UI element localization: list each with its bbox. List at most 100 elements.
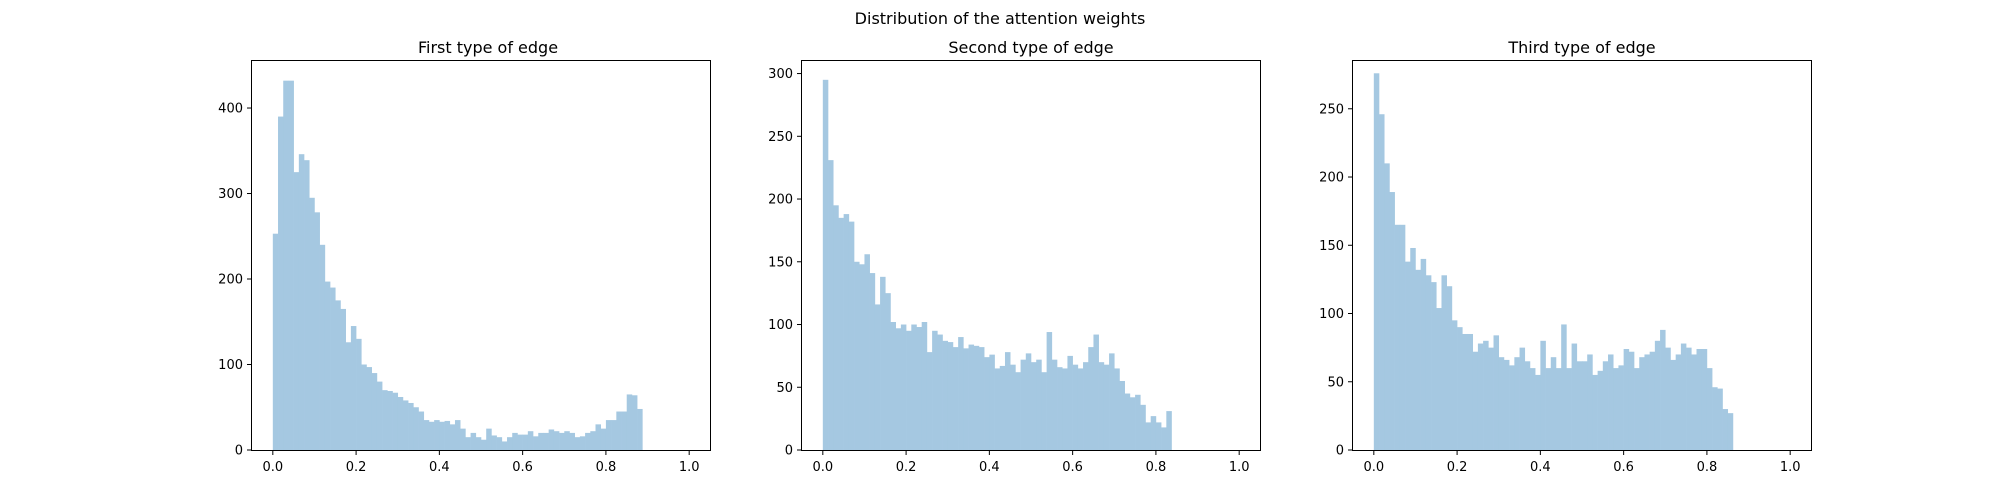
x-tick-label: 0.4 (1530, 460, 1551, 475)
histogram-bar (1161, 427, 1167, 450)
histogram-bar (1670, 359, 1676, 450)
histogram-bar (1654, 340, 1661, 450)
x-tick-label: 0.0 (1363, 460, 1384, 475)
histogram-bar (1717, 388, 1723, 450)
y-tick-label: 300 (768, 67, 793, 82)
histogram-bar (1062, 368, 1068, 450)
histogram-bar (1057, 367, 1063, 450)
histogram-bar (1077, 368, 1084, 450)
histogram-bar (1623, 348, 1630, 450)
y-tick-label: 300 (218, 187, 243, 202)
histogram-bar (512, 432, 518, 450)
histogram-bar (1067, 355, 1073, 450)
histogram-bar (538, 432, 544, 450)
histogram-bar (1477, 343, 1484, 450)
histogram-bar (611, 420, 617, 450)
histogram-bar (387, 391, 393, 450)
histogram-bar (1691, 354, 1697, 450)
histogram-bar (1436, 308, 1442, 450)
histogram-bar (1597, 370, 1604, 450)
histogram-bar (1010, 364, 1016, 450)
x-tick-label: 0.8 (1697, 460, 1718, 475)
histogram-bar (1649, 351, 1656, 450)
histogram-bar (605, 420, 612, 450)
histogram-bar (1373, 73, 1380, 450)
histogram-bar (900, 324, 907, 450)
histogram-bar (408, 402, 414, 450)
histogram-bar (574, 437, 581, 450)
y-tick-label: 400 (218, 102, 243, 117)
subplot-third-type: Third type of edge 0.0 0.2 0.4 0.6 0.8 1.0 0 5… (1319, 38, 1812, 475)
histogram-bar (994, 368, 1001, 450)
histogram-bar (491, 435, 497, 450)
y-tick-label: 100 (768, 318, 793, 333)
x-tick-label: 0.0 (262, 460, 283, 475)
histogram-bar (439, 421, 445, 450)
x-tick-label: 0.0 (812, 460, 833, 475)
histogram-bar (1582, 361, 1588, 450)
histogram-bar (1119, 380, 1125, 450)
histogram-bar (1140, 404, 1146, 450)
histogram-bar (434, 420, 440, 450)
histogram-bar (454, 420, 461, 450)
histogram-bars (1373, 73, 1734, 451)
histogram-bar (1519, 347, 1526, 450)
histogram-bar (637, 408, 643, 450)
histogram-bar (1415, 269, 1421, 450)
histogram-bar (1613, 368, 1619, 450)
histogram-bar (1114, 368, 1120, 450)
histogram-bar (1420, 258, 1427, 450)
histogram-bar (423, 420, 430, 450)
histogram-bar (449, 424, 456, 450)
histogram-bar (1571, 343, 1578, 450)
histogram-bars (822, 79, 1172, 451)
histogram-bar (1394, 224, 1401, 450)
histogram-bar (304, 160, 310, 450)
histogram-bar (319, 244, 326, 450)
histogram-bar (1550, 357, 1557, 450)
histogram-bar (1051, 359, 1058, 450)
histogram-bar (874, 304, 881, 450)
histogram-bar (869, 273, 876, 450)
histogram-bar (397, 396, 404, 450)
subplot-title: First type of edge (418, 38, 558, 57)
histogram-bar (1503, 359, 1510, 450)
histogram-bar (1712, 387, 1718, 450)
histogram-bar (382, 390, 388, 450)
x-tick-label: 0.4 (429, 460, 450, 475)
histogram-bars (272, 80, 643, 451)
histogram-bar (1514, 357, 1520, 450)
histogram-bar (1046, 332, 1053, 450)
histogram-bar (278, 116, 284, 451)
histogram-bar (1020, 359, 1027, 450)
histogram-bar (1155, 422, 1162, 450)
histogram-bar (1535, 374, 1541, 450)
histogram-bar (1545, 368, 1552, 450)
histogram-bar (1727, 413, 1734, 450)
histogram-bar (1498, 357, 1505, 450)
histogram-bar (501, 441, 508, 450)
histogram-bar (283, 80, 289, 451)
histogram-bar (890, 322, 896, 450)
histogram-bar (314, 212, 320, 450)
histogram-bar (1451, 320, 1458, 450)
histogram-bar (1425, 275, 1432, 450)
histogram-bar (564, 431, 570, 450)
histogram-bar (978, 347, 985, 450)
histogram-bar (1379, 114, 1385, 451)
x-tick-label: 0.8 (596, 460, 617, 475)
subplot-second-type: Second type of edge 0.0 0.2 0.4 0.6 0.8 1.0 0… (768, 38, 1261, 475)
histogram-bar (1555, 368, 1562, 450)
histogram-bar (376, 381, 383, 450)
histogram-bar (1098, 362, 1105, 450)
histogram-bar (340, 308, 346, 450)
histogram-bar (1493, 335, 1500, 450)
histogram-bar (926, 352, 933, 450)
histogram-bar (533, 436, 539, 450)
histogram-bar (828, 160, 834, 450)
histogram-bar (335, 300, 341, 450)
histogram-bar (906, 330, 912, 450)
histogram-bar (1431, 282, 1437, 450)
plot-frame (251, 60, 711, 451)
